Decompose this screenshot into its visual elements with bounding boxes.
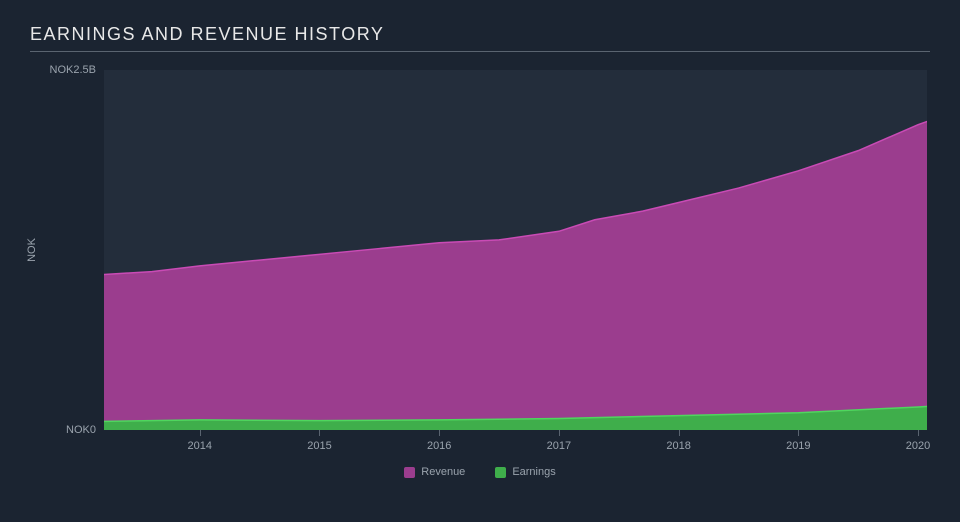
x-tick xyxy=(439,430,440,436)
y-axis-title: NOK xyxy=(26,238,38,262)
x-tick xyxy=(679,430,680,436)
x-axis-label: 2014 xyxy=(188,440,212,452)
legend: Revenue Earnings xyxy=(30,466,930,478)
x-tick xyxy=(918,430,919,436)
plot-area xyxy=(104,70,930,430)
x-axis-label: 2018 xyxy=(666,440,690,452)
plot-right-mask xyxy=(927,70,930,430)
chart-container: EARNINGS AND REVENUE HISTORY NOK NOK0NOK… xyxy=(0,0,960,498)
title-underline xyxy=(30,51,930,52)
x-axis: 2014 2015 2016 2017 2018 2019 2020 xyxy=(104,430,930,458)
x-axis-label: 2015 xyxy=(307,440,331,452)
legend-swatch-earnings xyxy=(495,467,506,478)
y-axis-label: NOK0 xyxy=(66,424,96,436)
x-axis-label: 2020 xyxy=(906,440,930,452)
x-axis-label: 2019 xyxy=(786,440,810,452)
legend-item-revenue: Revenue xyxy=(404,466,465,478)
x-tick xyxy=(200,430,201,436)
legend-label-revenue: Revenue xyxy=(421,466,465,478)
chart-title: EARNINGS AND REVENUE HISTORY xyxy=(30,24,930,45)
y-axis-label: NOK2.5B xyxy=(50,64,96,76)
chart-area: NOK NOK0NOK2.5B xyxy=(30,70,930,430)
legend-swatch-revenue xyxy=(404,467,415,478)
x-axis-label: 2017 xyxy=(547,440,571,452)
x-tick xyxy=(559,430,560,436)
legend-item-earnings: Earnings xyxy=(495,466,555,478)
legend-label-earnings: Earnings xyxy=(512,466,555,478)
x-axis-label: 2016 xyxy=(427,440,451,452)
x-tick xyxy=(319,430,320,436)
x-tick xyxy=(798,430,799,436)
y-axis: NOK NOK0NOK2.5B xyxy=(30,70,104,430)
series-earnings xyxy=(104,70,930,430)
